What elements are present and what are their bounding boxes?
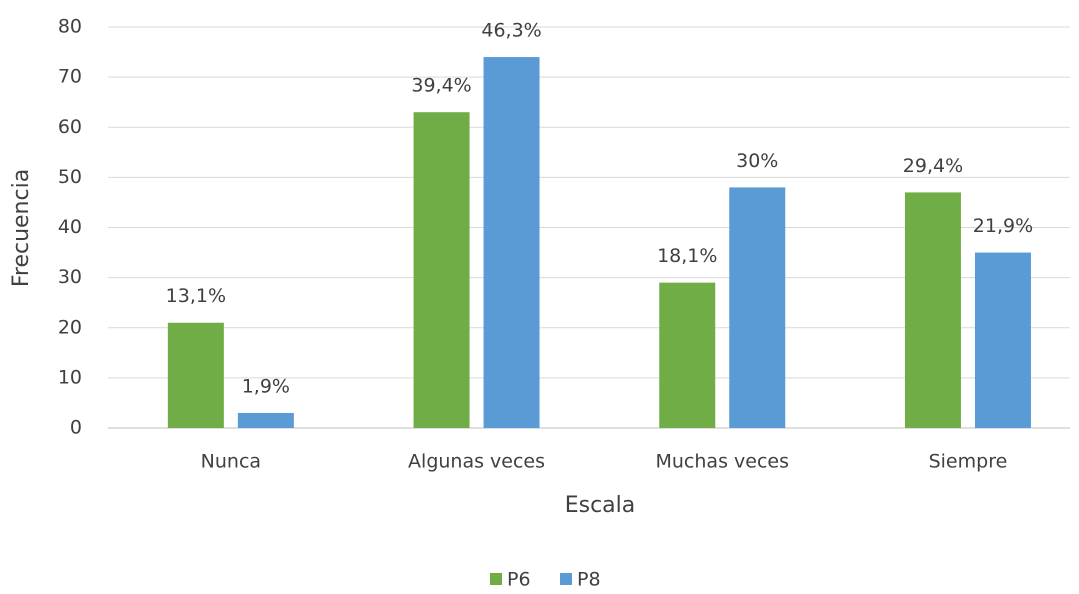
bar <box>729 187 786 428</box>
y-axis-title: Frecuencia <box>9 169 34 287</box>
x-tick-label: Algunas veces <box>408 451 545 473</box>
bar <box>413 112 470 429</box>
legend-swatch <box>490 573 502 585</box>
y-tick-label: 20 <box>58 316 82 338</box>
legend-label: P8 <box>577 569 601 591</box>
x-tick-label: Muchas veces <box>656 451 789 473</box>
bar <box>904 192 961 428</box>
legend-swatch <box>560 573 572 585</box>
bar <box>483 57 540 428</box>
y-tick-label: 40 <box>58 216 82 238</box>
data-label: 46,3% <box>481 20 541 42</box>
x-tick-label: Siempre <box>929 451 1008 473</box>
y-tick-label: 0 <box>70 417 82 439</box>
bar <box>167 322 224 428</box>
data-label: 39,4% <box>411 75 471 97</box>
bar <box>974 252 1031 428</box>
x-axis-title: Escala <box>565 493 636 518</box>
data-label: 29,4% <box>903 155 963 177</box>
bar <box>659 282 716 428</box>
y-tick-label: 60 <box>58 116 82 138</box>
data-label: 1,9% <box>242 375 290 397</box>
y-tick-label: 50 <box>58 166 82 188</box>
data-label: 30% <box>736 150 778 172</box>
bar <box>237 412 294 428</box>
data-label: 18,1% <box>657 245 717 267</box>
legend-label: P6 <box>507 569 531 591</box>
y-tick-label: 30 <box>58 266 82 288</box>
y-tick-label: 10 <box>58 366 82 388</box>
data-label: 13,1% <box>166 285 226 307</box>
x-tick-label: Nunca <box>201 451 261 473</box>
data-label: 21,9% <box>973 215 1033 237</box>
y-tick-label: 80 <box>58 16 82 38</box>
y-tick-label: 70 <box>58 66 82 88</box>
